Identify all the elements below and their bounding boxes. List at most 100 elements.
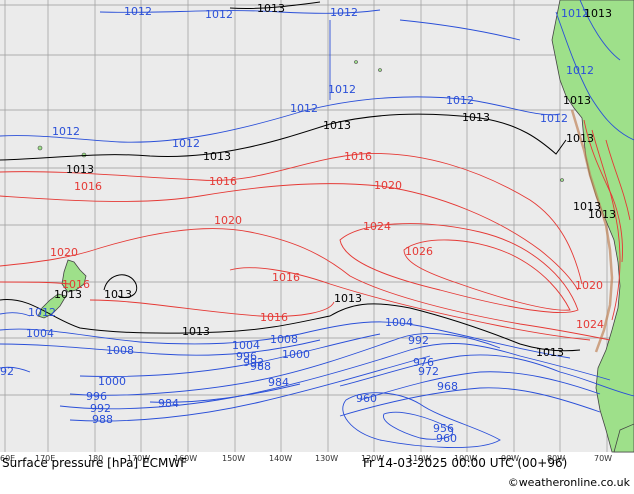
isobar-1020-north (0, 183, 579, 291)
label-1008-b: 1008 (106, 344, 134, 357)
label-988-b: 988 (250, 360, 271, 373)
credit-text: ©weatheronline.co.uk (508, 476, 631, 489)
label-996-b: 996 (86, 390, 107, 403)
label-1012-nz: 1012 (28, 306, 56, 319)
label-1012-g: 1012 (540, 112, 568, 125)
label-988-a: 988 (92, 413, 113, 426)
map-title: Surface pressure [hPa] ECMWF (2, 456, 187, 470)
valid-time: Fr 14-03-2025 00:00 UTC (00+96) (363, 456, 567, 470)
isobar-labels: 1012 1012 1013 1012 1012 1013 1012 1012 … (0, 2, 616, 445)
label-1000-a: 1000 (282, 348, 310, 361)
label-1020-b: 1020 (214, 214, 242, 227)
label-1013-top: 1013 (257, 2, 285, 15)
lon-label-90w: 90W (501, 454, 519, 463)
label-1004-a: 1004 (26, 327, 54, 340)
antarctic-land (613, 423, 634, 453)
label-996-a: 996 (236, 350, 257, 363)
label-1013-c: 1013 (203, 150, 231, 163)
low-isobars (0, 0, 634, 448)
isobar-1024-ring (339, 223, 579, 313)
isobar-1016-south (89, 299, 335, 317)
label-1012-f: 1012 (290, 102, 318, 115)
south-america-land (551, 0, 634, 453)
label-1012-i: 1012 (172, 137, 200, 150)
label-956: 956 (433, 422, 454, 435)
isobar-1016-nz (0, 281, 71, 285)
isobar-chile-1016 (605, 139, 631, 221)
label-984-b: 984 (268, 376, 289, 389)
lon-label-80w: 80W (547, 454, 565, 463)
label-1016-a: 1016 (344, 150, 372, 163)
isobar-1000 (79, 333, 381, 377)
label-984-a: 984 (158, 397, 179, 410)
isobar-1013-top (229, 1, 321, 10)
longitude-labels: 60E 170E 180 170W 160W 150W 140W 130W 12… (0, 454, 612, 463)
high-isobars (0, 119, 631, 341)
lon-label-180: 180 (88, 454, 103, 463)
isobar-976 (339, 354, 634, 397)
label-1013-nz-a: 1013 (54, 288, 82, 301)
label-1008-a: 1008 (270, 333, 298, 346)
isobar-1016-mid (229, 267, 591, 341)
label-1013-a: 1013 (323, 119, 351, 132)
isobar-984 (149, 383, 301, 403)
isobar-1012-top (99, 9, 381, 14)
coastal-mountains (570, 109, 614, 353)
isobar-992-left (0, 366, 31, 373)
pacific-islands (37, 60, 564, 182)
isobar-1008 (0, 339, 321, 356)
label-992-c: 992 (243, 356, 264, 369)
isobar-1013-south (0, 299, 581, 352)
lon-label-150w: 150W (222, 454, 245, 463)
label-1024: 1024 (363, 220, 391, 233)
label-1000-b: 1000 (98, 375, 126, 388)
label-1013-d: 1013 (66, 163, 94, 176)
graticule (0, 0, 634, 452)
isobar-956-ring (383, 411, 453, 440)
isobar-1013-north (0, 113, 567, 161)
isobar-chile-1012 (555, 11, 634, 141)
lon-label-170w: 170W (127, 454, 150, 463)
isobar-1013-nz-loop (103, 274, 138, 298)
isobar-1026-ring (403, 239, 571, 311)
label-1020-nz: 1020 (50, 246, 78, 259)
label-1012-chile-b: 1012 (566, 64, 594, 77)
lon-label-160w: 160W (174, 454, 197, 463)
label-1012-h: 1012 (52, 125, 80, 138)
label-968: 968 (437, 380, 458, 393)
isobar-1012-north (0, 96, 561, 143)
label-1013-e: 1013 (334, 292, 362, 305)
label-1016-nz: 1016 (62, 278, 90, 291)
isobar-1020-mid (0, 228, 611, 341)
isobar-chile-coast-a (591, 129, 621, 321)
lon-label-60e: 60E (0, 454, 15, 463)
label-1020-chile: 1020 (575, 279, 603, 292)
lon-label-70w: 70W (594, 454, 612, 463)
label-976: 976 (413, 356, 434, 369)
label-1016-d: 1016 (272, 271, 300, 284)
label-1012-b: 1012 (205, 8, 233, 21)
label-1013-b: 1013 (462, 111, 490, 124)
label-1012-d: 1012 (328, 83, 356, 96)
label-1013-g: 1013 (536, 346, 564, 359)
lon-label-170e: 170E (35, 454, 55, 463)
label-1013-f: 1013 (182, 325, 210, 338)
label-960-a: 960 (356, 392, 377, 405)
isobar-1012-northmost (329, 19, 521, 100)
isobar-1016-north (0, 153, 583, 285)
isobar-1013 (0, 1, 581, 352)
isobar-chile-1020 (583, 119, 623, 263)
label-1013-chile-c: 1013 (573, 200, 601, 213)
new-zealand-south-island (37, 293, 67, 319)
label-960-b: 960 (436, 432, 457, 445)
lon-label-140w: 140W (269, 454, 292, 463)
label-1012-a: 1012 (124, 5, 152, 18)
isobar-992 (59, 343, 611, 410)
isobar-960-ring (342, 392, 501, 448)
lon-label-100w: 100W (454, 454, 477, 463)
isobar-1004 (0, 321, 571, 359)
isobar-996 (69, 333, 501, 396)
lon-label-120w: 120W (361, 454, 384, 463)
lon-label-110w: 110W (408, 454, 431, 463)
